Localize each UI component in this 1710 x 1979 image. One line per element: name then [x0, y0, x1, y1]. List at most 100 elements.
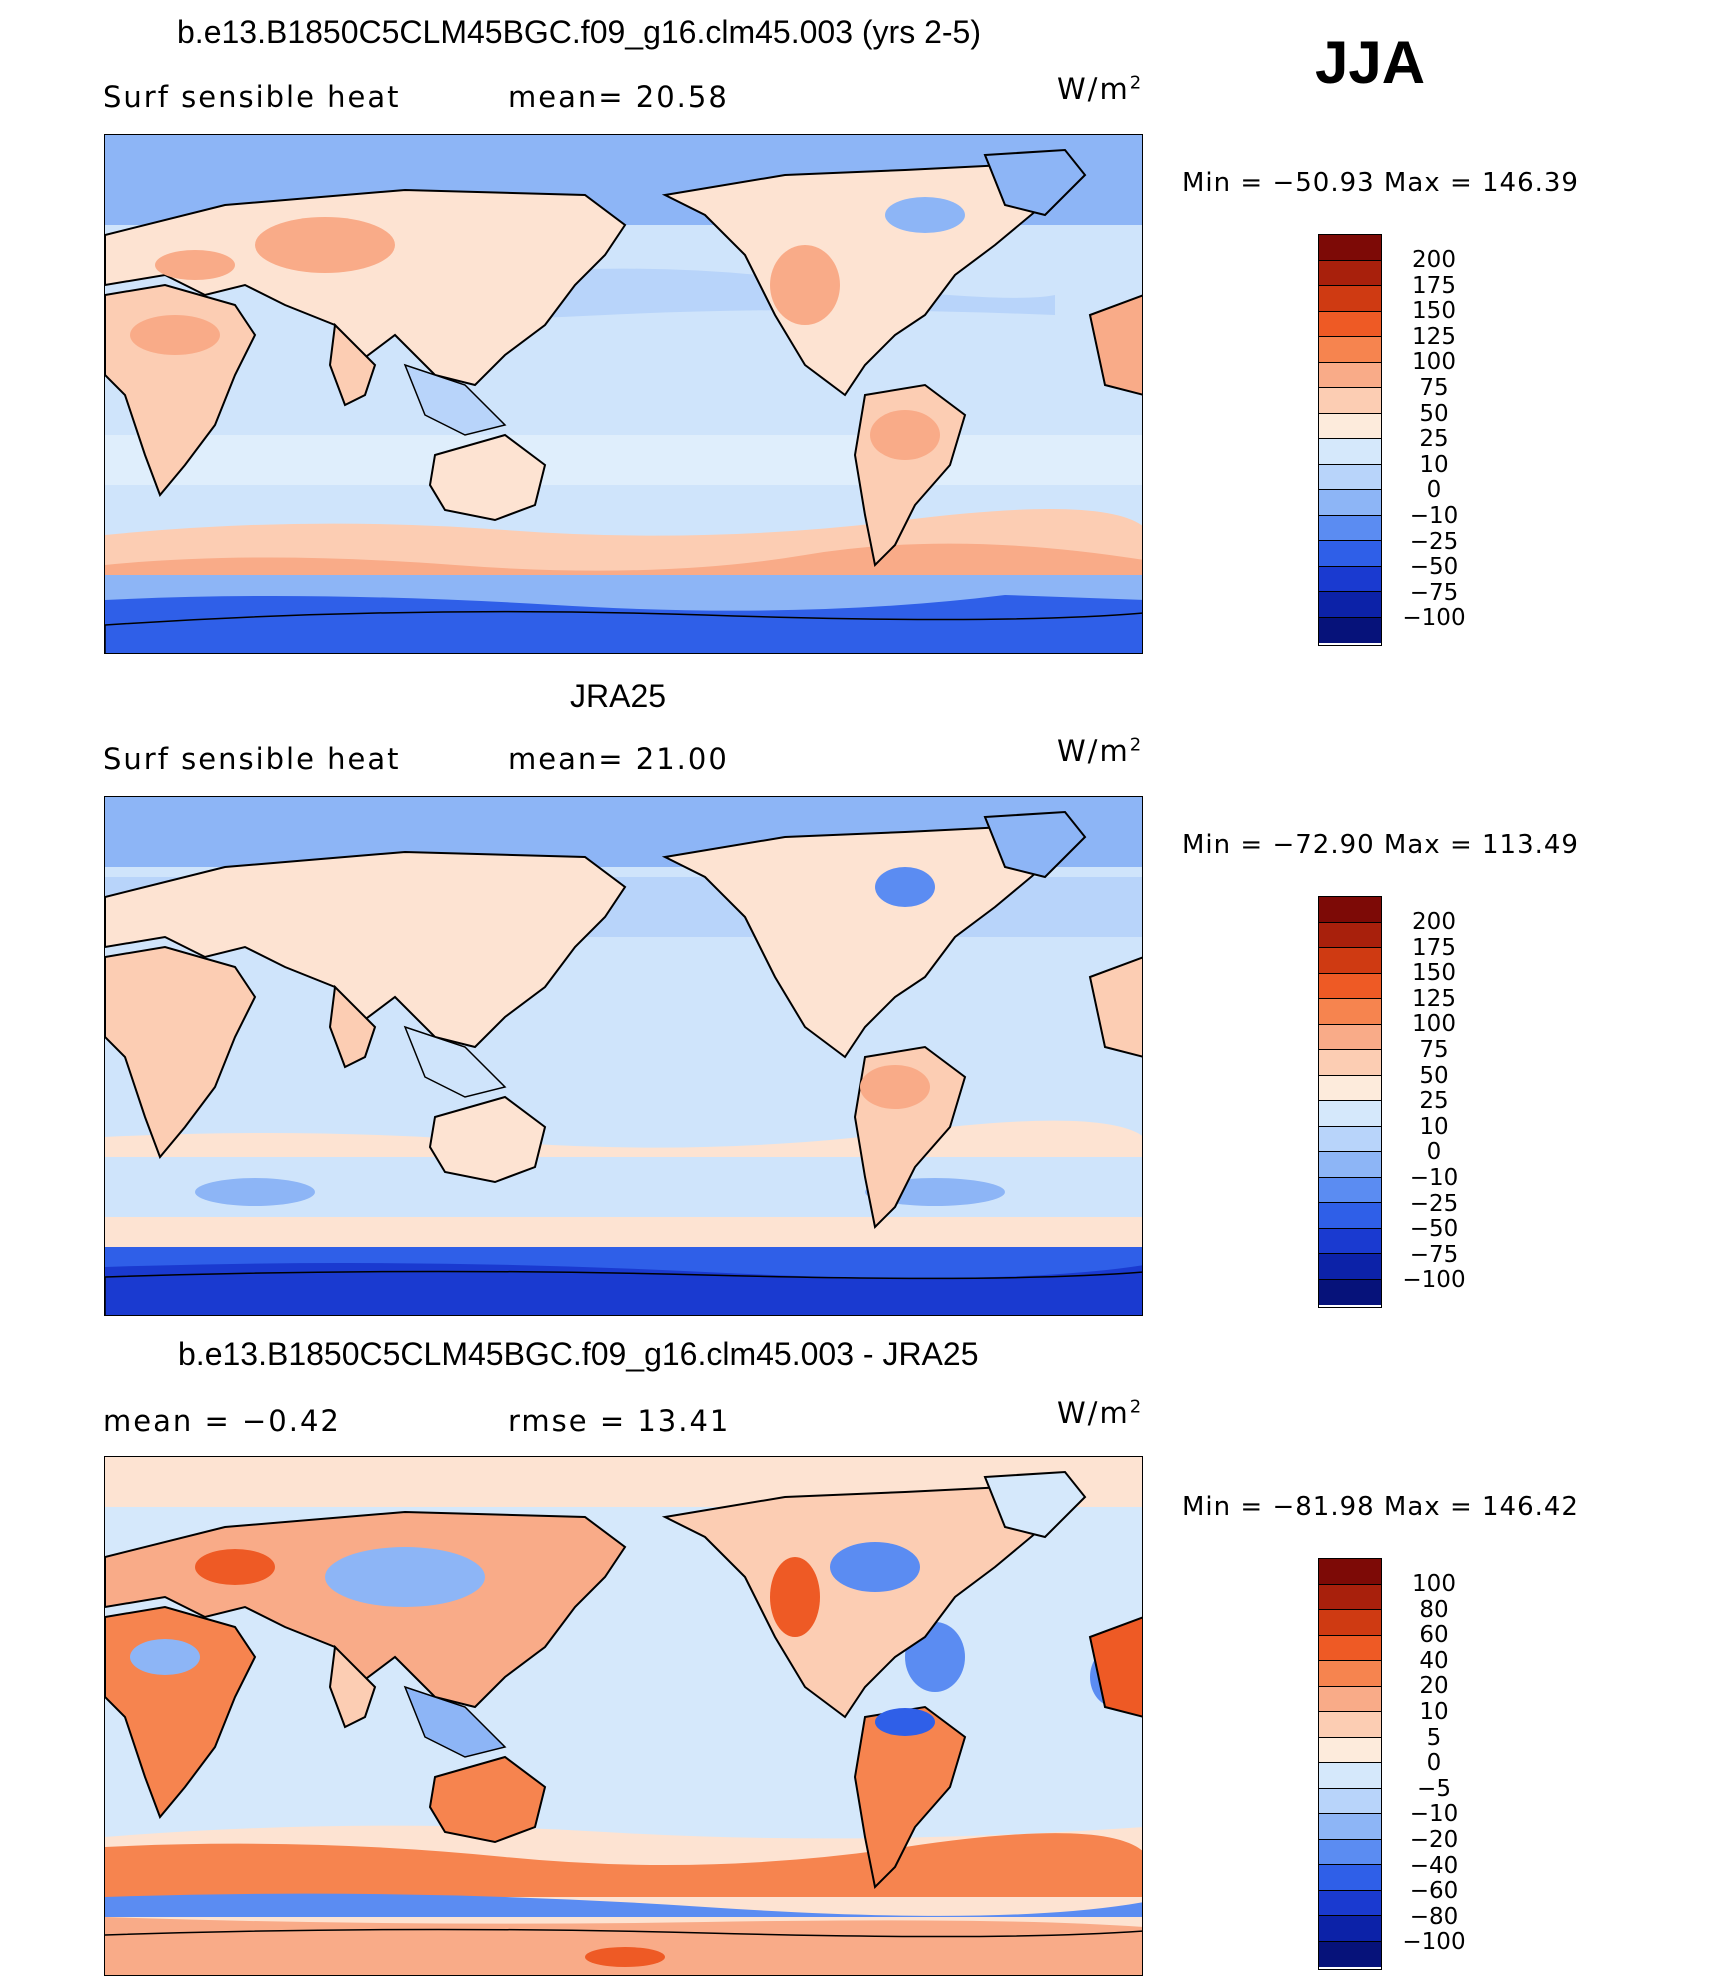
panel1-map-svg	[105, 135, 1142, 653]
panel2-colorbar-tick-label: −75	[1409, 1241, 1459, 1268]
panel1-colorbar-tick-label: −50	[1409, 554, 1459, 581]
panel1-colorbar-tick-label: 10	[1419, 451, 1449, 478]
panel3-colorbar-swatch	[1319, 1635, 1381, 1661]
panel3-colorbar-tick-label: 0	[1426, 1750, 1442, 1777]
panel2-colorbar-tick-label: −10	[1409, 1164, 1459, 1191]
panel3-colorbar-swatch	[1319, 1584, 1381, 1610]
panel3-colorbar-tick-label: 20	[1419, 1673, 1449, 1700]
panel1-map	[104, 134, 1143, 654]
panel2-colorbar-swatch	[1319, 973, 1381, 999]
panel1-units: W/m2	[1057, 72, 1144, 106]
panel1-colorbar-swatch	[1319, 490, 1381, 516]
panel2-colorbar-tick-label: 175	[1412, 934, 1456, 961]
panel3-colorbar-tick-label: −60	[1409, 1878, 1459, 1905]
panel1-colorbar-swatch	[1319, 388, 1381, 414]
panel2-colorbar-swatch	[1319, 1152, 1381, 1178]
panel1-colorbar-tick-label: −10	[1409, 502, 1459, 529]
panel1-colorbar-swatch	[1319, 464, 1381, 490]
panel2-colorbar-swatch	[1319, 897, 1381, 923]
panel1-colorbar-swatch	[1319, 541, 1381, 567]
panel2-colorbar-swatch	[1319, 922, 1381, 948]
panel1-colorbar-tick-label: 25	[1419, 426, 1449, 453]
panel1-colorbar-swatch	[1319, 311, 1381, 337]
panel1-variable-label: Surf sensible heat	[103, 80, 401, 114]
panel2-colorbar-tick-label: 50	[1419, 1062, 1449, 1089]
panel2-colorbar-tick-label: 100	[1412, 1011, 1456, 1038]
panel3-units: W/m2	[1057, 1396, 1144, 1430]
panel3-colorbar-swatch	[1319, 1661, 1381, 1687]
panel1-colorbar-swatch	[1319, 235, 1381, 261]
panel2-colorbar-tick-label: 25	[1419, 1088, 1449, 1115]
panel3-colorbar-tick-label: 100	[1412, 1571, 1456, 1597]
panel3-colorbar-swatch	[1319, 1865, 1381, 1891]
panel2-variable-label: Surf sensible heat	[103, 742, 401, 776]
panel1-colorbar-tick-label: 50	[1419, 400, 1449, 427]
panel1-colorbar-swatch	[1319, 362, 1381, 388]
panel2-colorbar-tick-label: 75	[1419, 1036, 1449, 1063]
panel3-colorbar-swatch	[1319, 1712, 1381, 1738]
panel3-colorbar-tick-label: 10	[1419, 1698, 1449, 1725]
panel1-colorbar-swatch	[1319, 515, 1381, 541]
panel1-colorbar-tick-label: −100	[1402, 605, 1466, 632]
panel1-colorbar	[1318, 234, 1382, 646]
panel2-colorbar-swatch	[1319, 1050, 1381, 1076]
panel1-colorbar-swatch	[1319, 286, 1381, 312]
panel3-colorbar-swatch	[1319, 1941, 1381, 1967]
panel3-colorbar-swatch	[1319, 1788, 1381, 1814]
panel3-colorbar-tick-label: −20	[1409, 1826, 1459, 1853]
panel1-colorbar-tick-label: 75	[1419, 374, 1449, 401]
panel3-colorbar-swatch	[1319, 1610, 1381, 1636]
panel3-colorbar-tick-label: −10	[1409, 1801, 1459, 1828]
panel3-colorbar-tick-label: −100	[1402, 1929, 1466, 1956]
panel2-colorbar-swatch	[1319, 1075, 1381, 1101]
panel1-colorbar-tick-label: 150	[1412, 298, 1456, 325]
panel2-colorbar-labels: 200 175 150 125 100 75 50 25 10 0 −10 −25 −50 −75 −100	[1398, 909, 1470, 1294]
panel3-map-svg	[105, 1457, 1142, 1975]
panel1-colorbar-tick-label: 125	[1412, 323, 1456, 350]
panel3-colorbar-swatch	[1319, 1916, 1381, 1942]
panel1-colorbar-swatch	[1319, 566, 1381, 592]
panel3-colorbar-swatch	[1319, 1737, 1381, 1763]
panel1-colorbar-swatch	[1319, 337, 1381, 363]
panel1-colorbar-tick-label: −25	[1409, 528, 1459, 555]
panel2-colorbar	[1318, 896, 1382, 1308]
panel1-colorbar-swatch	[1319, 439, 1381, 465]
panel3-colorbar-swatch	[1319, 1890, 1381, 1916]
panel3-colorbar	[1318, 1558, 1382, 1970]
panel3-colorbar-tick-label: 80	[1419, 1596, 1449, 1623]
panel3-colorbar-tick-label: 5	[1426, 1724, 1442, 1751]
panel2-colorbar-swatch	[1319, 999, 1381, 1025]
panel2-colorbar-swatch	[1319, 1203, 1381, 1229]
panel3-map	[104, 1456, 1143, 1976]
panel1-colorbar-tick-label: 100	[1412, 349, 1456, 376]
panel2-colorbar-tick-label: −25	[1409, 1190, 1459, 1217]
panel2-map	[104, 796, 1143, 1316]
panel1-colorbar-tick-label: −75	[1409, 579, 1459, 606]
panel2-colorbar-swatch	[1319, 1177, 1381, 1203]
panel3-colorbar-tick-label: 60	[1419, 1622, 1449, 1649]
panel2-colorbar-tick-label: 10	[1419, 1113, 1449, 1140]
panel1-colorbar-tick-label: 200	[1412, 247, 1456, 273]
season-label: JJA	[1315, 29, 1426, 96]
panel3-colorbar-tick-label: −5	[1417, 1775, 1451, 1802]
panel2-colorbar-swatch	[1319, 1254, 1381, 1280]
panel3-mean-label: mean = −0.42	[103, 1404, 341, 1438]
panel1-colorbar-tick-label: 175	[1412, 272, 1456, 299]
panel3-colorbar-swatch	[1319, 1839, 1381, 1865]
panel3-colorbar-swatch	[1319, 1814, 1381, 1840]
panel2-colorbar-tick-label: 0	[1426, 1139, 1442, 1166]
panel1-colorbar-swatch	[1319, 592, 1381, 618]
panel2-colorbar-swatch	[1319, 1228, 1381, 1254]
panel1-colorbar-swatch	[1319, 617, 1381, 643]
panel3-colorbar-tick-label: 40	[1419, 1647, 1449, 1674]
panel1-mean-label: mean= 20.58	[508, 80, 729, 114]
panel3-colorbar-swatch	[1319, 1686, 1381, 1712]
panel1-colorbar-swatch	[1319, 413, 1381, 439]
panel2-mean-label: mean= 21.00	[508, 742, 729, 776]
panel1-title: b.e13.B1850C5CLM45BGC.f09_g16.clm45.003 …	[177, 14, 981, 50]
panel2-colorbar-tick-label: 200	[1412, 909, 1456, 935]
panel1-colorbar-tick-label: 0	[1426, 477, 1442, 504]
panel2-title: JRA25	[570, 678, 667, 714]
panel2-colorbar-tick-label: −100	[1402, 1267, 1466, 1294]
panel2-units: W/m2	[1057, 734, 1144, 768]
